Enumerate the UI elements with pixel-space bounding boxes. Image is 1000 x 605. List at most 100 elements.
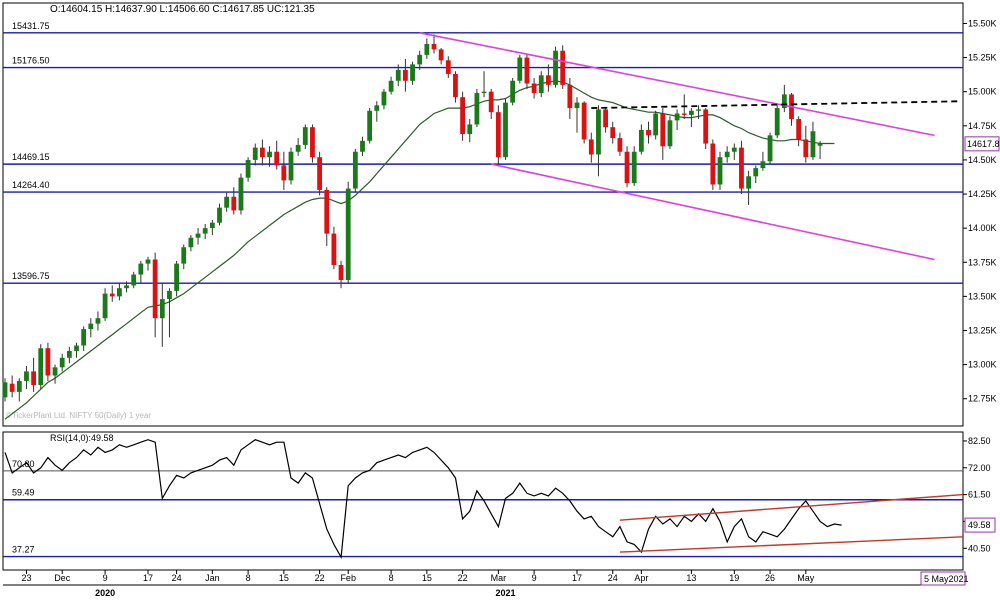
candle-body (803, 139, 809, 158)
candle-down (9, 375, 15, 398)
candle-body (352, 151, 358, 189)
price-ytick-label: 13.00K (968, 360, 997, 370)
x-tick-label: Feb (340, 573, 356, 583)
candle-body (395, 69, 401, 81)
candle-up (774, 105, 780, 139)
candle-body (295, 144, 301, 152)
candle-up (52, 364, 58, 384)
year-label: 2021 (495, 588, 515, 598)
candle-body (667, 120, 673, 147)
candle-up (2, 378, 8, 402)
candle-body (188, 237, 194, 248)
candle-down (310, 124, 315, 163)
candle-up (374, 101, 380, 122)
candle-body (631, 151, 637, 184)
candle-up (95, 311, 101, 331)
candle-up (138, 260, 144, 283)
x-tick-label: 9 (103, 573, 108, 583)
candle-body (453, 73, 458, 98)
x-tick-label: 9 (532, 573, 537, 583)
price-ytick-label: 15.25K (968, 53, 997, 63)
candle-body (95, 318, 101, 324)
candle-down (710, 139, 716, 190)
candle-up (767, 132, 773, 165)
candle-up (381, 88, 387, 110)
candle-body (424, 43, 430, 55)
candle-up (267, 146, 272, 167)
sma-line (4, 80, 835, 420)
last-price-label: 14617.8 (967, 139, 1000, 149)
candle-down (488, 88, 494, 119)
candle-body (810, 131, 816, 158)
channel-lower-line (491, 163, 935, 261)
candle-up (66, 346, 72, 364)
candle-body (310, 127, 315, 158)
candle-up (295, 138, 301, 156)
candle-up (59, 353, 65, 372)
candle-up (16, 378, 22, 402)
candle-down (588, 132, 594, 163)
candle-up (817, 141, 823, 160)
candle-body (167, 290, 172, 300)
candle-body (209, 222, 215, 229)
candle-body (2, 382, 8, 398)
price-panel-frame (2, 2, 964, 427)
candle-body (610, 127, 616, 139)
candle-body (581, 102, 587, 140)
candle-up (117, 282, 122, 301)
candle-body (338, 264, 344, 280)
candle-down (109, 285, 115, 302)
candle-body (746, 176, 751, 189)
rsi-last-tag: 49.58 (964, 517, 996, 533)
candle-body (59, 357, 65, 368)
candle-body (31, 371, 36, 386)
rsi-ytick-label: 72.00 (968, 463, 991, 473)
candle-body (81, 329, 87, 346)
candle-up (24, 365, 29, 390)
candle-up (195, 228, 201, 245)
price-ytick-label: 13.25K (968, 325, 997, 335)
candle-up (717, 151, 723, 190)
candle-body (109, 293, 115, 297)
support-resistance-label: 13596.75 (12, 271, 50, 281)
candle-body (138, 263, 144, 275)
x-tick-label: Apr (634, 573, 648, 583)
candle-body (660, 113, 666, 147)
x-tick-label: 24 (172, 573, 182, 583)
x-tick-label: Dec (54, 573, 71, 583)
candle-body (574, 102, 580, 109)
candle-up (181, 244, 187, 270)
candle-up (503, 98, 508, 160)
rsi-last-box (964, 517, 996, 533)
candle-body (724, 151, 730, 158)
candle-up (288, 147, 294, 185)
price-ytick-label: 14.50K (968, 155, 997, 165)
candle-body (410, 64, 415, 81)
candle-up (252, 143, 258, 166)
candle-body (24, 371, 29, 381)
price-ytick-label: 12.75K (968, 394, 997, 404)
x-tick-label: 23 (21, 573, 31, 583)
channel-upper-line (419, 31, 935, 137)
rsi-ytick-label: 61.50 (968, 490, 991, 500)
candle-up (88, 318, 94, 338)
candle-body (781, 94, 787, 109)
candle-down (524, 54, 530, 89)
candle-down (324, 187, 330, 246)
candle-body (66, 350, 72, 358)
candle-body (274, 151, 280, 166)
candle-body (195, 233, 201, 238)
candle-body (467, 124, 473, 134)
candle-body (495, 112, 501, 158)
candle-body (717, 157, 723, 185)
candle-down (403, 58, 408, 92)
candle-body (710, 143, 716, 185)
candle-down (260, 139, 265, 166)
candle-up (410, 61, 415, 85)
candle-body (703, 109, 709, 144)
candle-body (145, 259, 151, 264)
candle-body (9, 383, 15, 392)
candle-down (803, 125, 809, 163)
candle-up (345, 181, 351, 283)
